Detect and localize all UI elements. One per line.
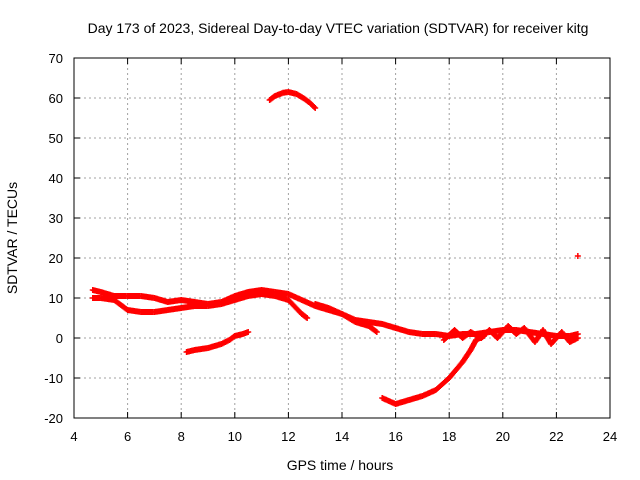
data-point [304, 315, 311, 321]
y-tick-label: 30 [49, 211, 63, 226]
y-tick-label: 50 [49, 131, 63, 146]
data-point [226, 333, 237, 343]
x-tick-label: 16 [388, 429, 402, 444]
data-point [446, 360, 465, 381]
data-point [574, 335, 581, 341]
data-point [231, 293, 250, 303]
y-axis-ticks: -20 -10 0 10 20 30 40 50 60 70 [44, 51, 610, 426]
series-isolated [574, 253, 581, 259]
x-tick-label: 12 [281, 429, 295, 444]
data-point [548, 330, 564, 347]
x-tick-label: 22 [549, 429, 563, 444]
data-point [440, 328, 457, 343]
data-point [325, 305, 344, 317]
y-tick-label: -20 [44, 411, 63, 426]
data-point [352, 319, 371, 329]
x-tick-label: 14 [335, 429, 349, 444]
data-point [272, 293, 291, 303]
data-point [339, 311, 358, 325]
data-point [298, 311, 310, 321]
data-point [419, 387, 438, 399]
data-point [231, 289, 250, 299]
y-tick-label: -10 [44, 371, 63, 386]
grid-lines [74, 58, 610, 418]
data-point [191, 345, 210, 353]
series-arc-6 [379, 333, 488, 407]
data-point [298, 297, 317, 309]
data-point [392, 325, 411, 335]
series-arc-7 [440, 323, 581, 347]
y-axis-title: SDTVAR / TECUs [4, 182, 20, 294]
x-axis-title: GPS time / hours [287, 457, 394, 473]
series-arc-5 [266, 89, 319, 111]
data-point [406, 329, 425, 337]
series-arc-2 [89, 291, 311, 321]
data-point [111, 297, 130, 313]
y-tick-label: 0 [56, 331, 63, 346]
data-point [151, 307, 170, 315]
x-tick-label: 24 [603, 429, 617, 444]
data-point [540, 327, 554, 346]
data-point [151, 295, 170, 305]
data-point [379, 395, 398, 407]
y-tick-label: 20 [49, 251, 63, 266]
data-point [266, 93, 277, 103]
data-point [312, 105, 319, 111]
data-point [301, 95, 312, 105]
data-point [379, 321, 398, 331]
data-point [285, 297, 304, 316]
data-point [365, 323, 379, 335]
y-tick-label: 10 [49, 291, 63, 306]
x-tick-label: 6 [124, 429, 131, 444]
data-point [432, 376, 452, 393]
data-points [89, 89, 581, 407]
y-tick-label: 40 [49, 171, 63, 186]
data-point [531, 328, 546, 345]
x-tick-label: 10 [228, 429, 242, 444]
data-point [306, 99, 318, 110]
data-point [245, 329, 252, 335]
x-tick-label: 18 [442, 429, 456, 444]
chart-title: Day 173 of 2023, Sidereal Day-to-day VTE… [88, 20, 589, 36]
x-tick-label: 4 [70, 429, 77, 444]
y-tick-label: 70 [49, 51, 63, 66]
y-tick-label: 60 [49, 91, 63, 106]
data-point [459, 348, 473, 365]
data-point [138, 293, 157, 301]
x-axis-ticks: 4 6 8 10 12 14 16 18 20 22 24 [70, 58, 617, 444]
data-point [521, 325, 538, 344]
data-point [97, 289, 116, 299]
data-point [494, 324, 511, 341]
series-arc-4 [183, 329, 252, 355]
data-point [218, 297, 237, 307]
x-tick-label: 8 [178, 429, 185, 444]
x-tick-label: 20 [496, 429, 510, 444]
data-point [205, 341, 224, 351]
data-point [574, 253, 581, 259]
data-point [285, 291, 304, 303]
data-point [392, 397, 411, 407]
data-point [312, 301, 331, 311]
data-point [373, 329, 380, 335]
data-point [406, 393, 425, 403]
data-point [164, 305, 183, 313]
data-point [164, 297, 183, 305]
series-arc-3 [312, 301, 380, 335]
